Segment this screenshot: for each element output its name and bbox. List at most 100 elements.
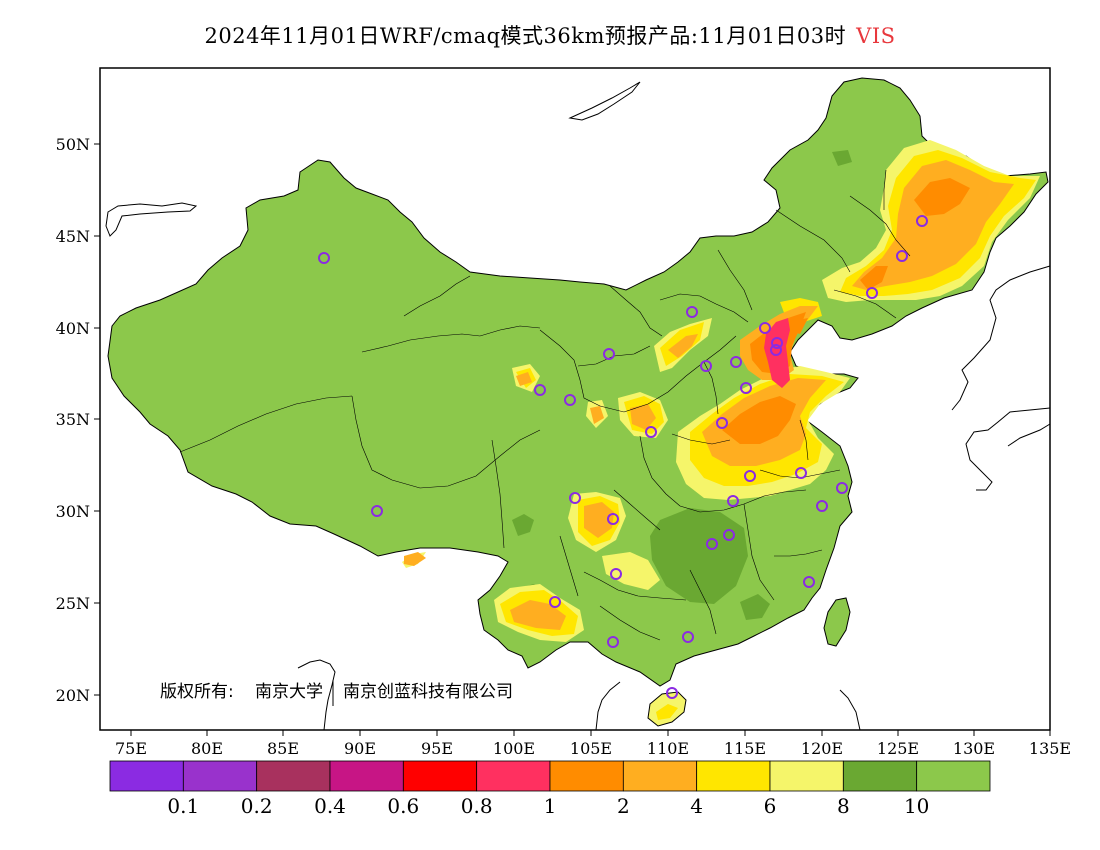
copyright-block: 版权所有: 南京大学 南京创蓝科技有限公司 bbox=[160, 680, 513, 706]
lon-tick-label: 115E bbox=[724, 739, 766, 758]
neighbor-coastlines bbox=[105, 81, 1051, 731]
station-marker bbox=[759, 322, 771, 334]
lon-axis: 75E 80E 85E 90E 95E 100E 105E 110E 115E … bbox=[115, 730, 1071, 758]
bay-of-bengal-coast bbox=[297, 659, 336, 731]
station-markers bbox=[318, 215, 928, 699]
lon-tick-label: 125E bbox=[877, 739, 919, 758]
station-marker bbox=[607, 513, 619, 525]
station-marker bbox=[816, 500, 828, 512]
station-marker bbox=[727, 495, 739, 507]
colorbar-label: 0.6 bbox=[387, 794, 419, 818]
lon-tick-label: 80E bbox=[191, 739, 223, 758]
colorbar-label: 1 bbox=[544, 794, 557, 818]
station-marker bbox=[682, 631, 694, 643]
colorbar-swatch bbox=[769, 760, 844, 792]
colorbar-swatch bbox=[109, 760, 184, 792]
station-marker bbox=[610, 568, 622, 580]
lat-tick-label: 20N bbox=[56, 686, 90, 705]
station-marker bbox=[603, 348, 615, 360]
lon-tick-label: 90E bbox=[344, 739, 376, 758]
station-marker bbox=[371, 505, 383, 517]
lon-tick-label: 95E bbox=[421, 739, 453, 758]
map-title: 2024年11月01日WRF/cmaq模式36km预报产品:11月01日03时 V… bbox=[0, 20, 1100, 50]
lon-tick-label: 105E bbox=[570, 739, 612, 758]
station-marker bbox=[896, 250, 908, 262]
lon-tick-label: 75E bbox=[115, 739, 147, 758]
japan-coast-2 bbox=[1007, 423, 1051, 447]
lat-tick-label: 45N bbox=[56, 227, 90, 246]
colorbar-swatch bbox=[916, 760, 991, 792]
japan-coast bbox=[965, 407, 1051, 491]
colorbar-swatch bbox=[476, 760, 551, 792]
colorbar-label: 6 bbox=[764, 794, 777, 818]
station-marker bbox=[549, 596, 561, 608]
station-marker bbox=[666, 687, 678, 699]
station-marker bbox=[318, 252, 330, 264]
station-marker bbox=[607, 636, 619, 648]
colorbar-label: 4 bbox=[690, 794, 703, 818]
station-marker bbox=[569, 492, 581, 504]
copyright-org1: 南京大学 bbox=[255, 682, 323, 702]
station-marker bbox=[700, 360, 712, 372]
colorbar-label: 10 bbox=[904, 794, 929, 818]
station-marker bbox=[744, 470, 756, 482]
colorbar-swatch bbox=[842, 760, 918, 792]
lat-axis: 50N 45N 40N 35N 30N 25N 20N bbox=[56, 135, 100, 705]
station-marker bbox=[706, 538, 718, 550]
lon-tick-label: 85E bbox=[267, 739, 299, 758]
copyright-org2: 南京创蓝科技有限公司 bbox=[343, 682, 513, 702]
station-marker bbox=[723, 529, 735, 541]
province-boundaries bbox=[179, 169, 911, 641]
colorbar-swatch bbox=[402, 760, 478, 792]
colorbar-label: 0.4 bbox=[314, 794, 346, 818]
station-marker bbox=[730, 356, 742, 368]
title-variable: VIS bbox=[856, 24, 896, 48]
colorbar-label: 0.2 bbox=[241, 794, 273, 818]
station-marker bbox=[836, 482, 848, 494]
station-marker bbox=[740, 382, 752, 394]
indochina-coast bbox=[595, 681, 621, 731]
colorbar: 0.1 0.2 0.4 0.6 0.8 1 2 4 6 8 10 bbox=[109, 760, 991, 818]
taiwan-island bbox=[823, 597, 851, 647]
station-marker bbox=[686, 306, 698, 318]
colorbar-label: 8 bbox=[837, 794, 850, 818]
colorbar-label: 2 bbox=[617, 794, 630, 818]
japan-sea-coast bbox=[951, 265, 1051, 411]
visibility-0.8-1-zones bbox=[764, 318, 790, 388]
lat-tick-label: 40N bbox=[56, 319, 90, 338]
colorbar-swatch bbox=[329, 760, 404, 792]
colorbar-swatch bbox=[182, 760, 258, 792]
station-marker bbox=[771, 337, 783, 349]
map-panel: 版权所有: 南京大学 南京创蓝科技有限公司 bbox=[99, 67, 1051, 731]
lat-tick-label: 30N bbox=[56, 502, 90, 521]
colorbar-label: 0.1 bbox=[167, 794, 199, 818]
lon-tick-label: 120E bbox=[801, 739, 843, 758]
lat-tick-label: 50N bbox=[56, 135, 90, 154]
hainan-haze bbox=[656, 704, 678, 720]
baikal-outline bbox=[568, 81, 641, 121]
lat-tick-label: 35N bbox=[56, 410, 90, 429]
colorbar-swatch bbox=[256, 760, 331, 792]
colorbar-swatch bbox=[549, 760, 624, 792]
lon-tick-label: 100E bbox=[493, 739, 535, 758]
colorbar-swatch bbox=[696, 760, 771, 792]
lon-tick-label: 110E bbox=[647, 739, 689, 758]
station-marker bbox=[716, 417, 728, 429]
caspian-sea-outline bbox=[105, 202, 198, 237]
colorbar-label: 0.8 bbox=[461, 794, 493, 818]
station-marker bbox=[803, 576, 815, 588]
philippines-coast bbox=[839, 689, 861, 731]
lon-tick-label: 130E bbox=[953, 739, 995, 758]
colorbar-swatch bbox=[622, 760, 698, 792]
station-marker bbox=[534, 384, 546, 396]
station-marker bbox=[645, 426, 657, 438]
china-landmass bbox=[107, 77, 1049, 687]
lat-tick-label: 25N bbox=[56, 594, 90, 613]
station-marker bbox=[770, 344, 782, 356]
copyright-owner-label: 版权所有: bbox=[160, 682, 234, 702]
station-marker bbox=[866, 287, 878, 299]
lon-tick-label: 135E bbox=[1029, 739, 1071, 758]
station-marker bbox=[916, 215, 928, 227]
station-marker bbox=[795, 467, 807, 479]
